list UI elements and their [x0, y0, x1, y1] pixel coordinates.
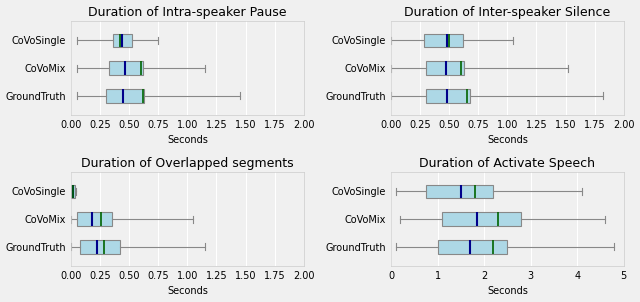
- PathPatch shape: [438, 240, 508, 254]
- X-axis label: Seconds: Seconds: [167, 135, 208, 146]
- PathPatch shape: [113, 34, 132, 47]
- PathPatch shape: [426, 61, 465, 75]
- Title: Duration of Overlapped segments: Duration of Overlapped segments: [81, 156, 294, 169]
- X-axis label: Seconds: Seconds: [487, 135, 528, 146]
- Title: Duration of Activate Speech: Duration of Activate Speech: [419, 156, 595, 169]
- X-axis label: Seconds: Seconds: [487, 286, 528, 297]
- Title: Duration of Inter-speaker Silence: Duration of Inter-speaker Silence: [404, 5, 611, 18]
- PathPatch shape: [424, 34, 463, 47]
- PathPatch shape: [426, 89, 470, 103]
- PathPatch shape: [77, 212, 112, 226]
- PathPatch shape: [71, 185, 74, 198]
- PathPatch shape: [442, 212, 522, 226]
- PathPatch shape: [106, 89, 145, 103]
- Title: Duration of Intra-speaker Pause: Duration of Intra-speaker Pause: [88, 5, 287, 18]
- PathPatch shape: [81, 240, 120, 254]
- X-axis label: Seconds: Seconds: [167, 286, 208, 297]
- PathPatch shape: [426, 185, 493, 198]
- PathPatch shape: [109, 61, 143, 75]
